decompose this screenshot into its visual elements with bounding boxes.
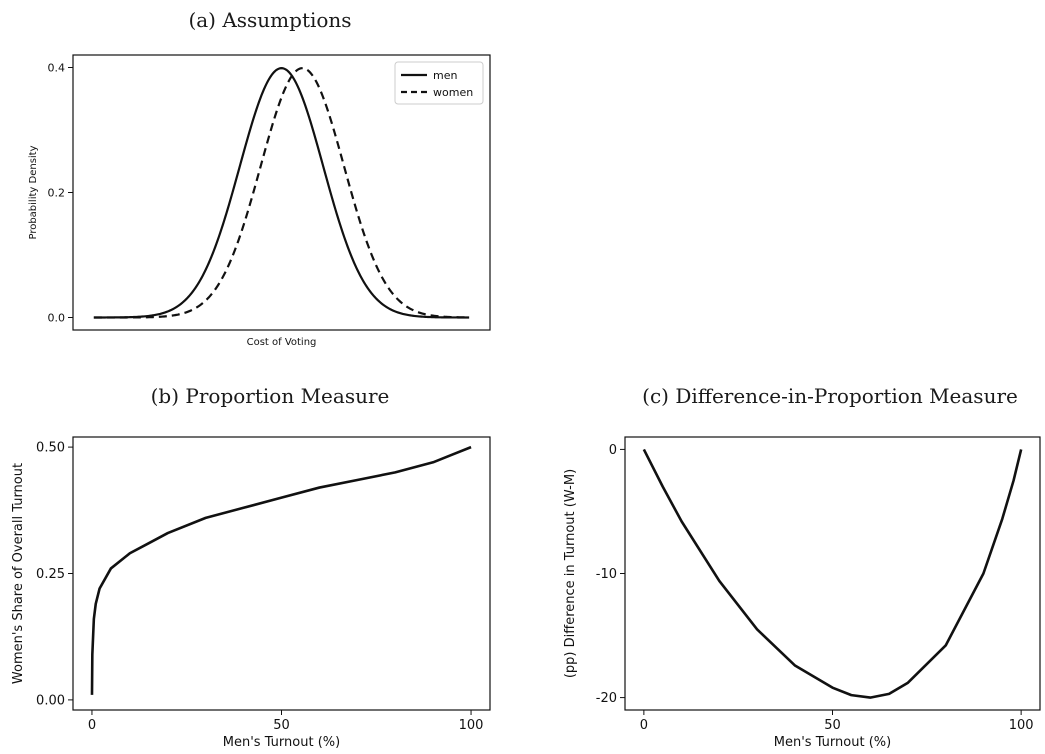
y-axis-label: (pp) Difference in Turnout (W-M) <box>563 469 578 678</box>
legend-label-men: men <box>433 69 457 82</box>
series-line-2-0 <box>642 448 1023 699</box>
x-axis-label: Men's Turnout (%) <box>223 735 340 750</box>
series-line-1-0 <box>90 445 472 695</box>
x-tick-label: 50 <box>824 718 841 733</box>
x-axis-label: Men's Turnout (%) <box>774 735 891 750</box>
x-axis-label: Cost of Voting <box>247 337 317 348</box>
y-tick-label: 0.00 <box>36 693 65 708</box>
y-tick-label: 0.0 <box>48 311 66 324</box>
x-tick-label: 50 <box>273 718 290 733</box>
x-tick-label: 100 <box>459 718 484 733</box>
x-tick-label: 0 <box>640 718 648 733</box>
y-tick-label: 0.50 <box>36 441 65 456</box>
plot-frame-1 <box>72 436 491 711</box>
y-tick-label: 0.25 <box>36 567 65 582</box>
plot-frame-2 <box>624 436 1041 711</box>
chart-b-title: (b) Proportion Measure <box>150 384 390 408</box>
y-axis-label: Women's Share of Overall Turnout <box>11 463 26 684</box>
chart-a-title: (a) Assumptions <box>188 8 352 32</box>
x-tick-label: 0 <box>88 718 96 733</box>
y-tick-label: -20 <box>596 691 617 706</box>
series-line-men <box>93 67 470 319</box>
y-tick-label: 0.2 <box>48 186 66 199</box>
y-axis-label: Probability Density <box>28 145 39 239</box>
y-tick-label: 0 <box>609 443 617 458</box>
y-tick-label: -10 <box>596 567 617 582</box>
x-tick-label: 100 <box>1009 718 1034 733</box>
legend-label-women: women <box>433 86 473 99</box>
y-tick-label: 0.4 <box>48 61 66 74</box>
legend-box <box>394 61 484 105</box>
series-line-women <box>93 67 470 319</box>
chart-c-title: (c) Difference-in-Proportion Measure <box>642 384 1018 408</box>
